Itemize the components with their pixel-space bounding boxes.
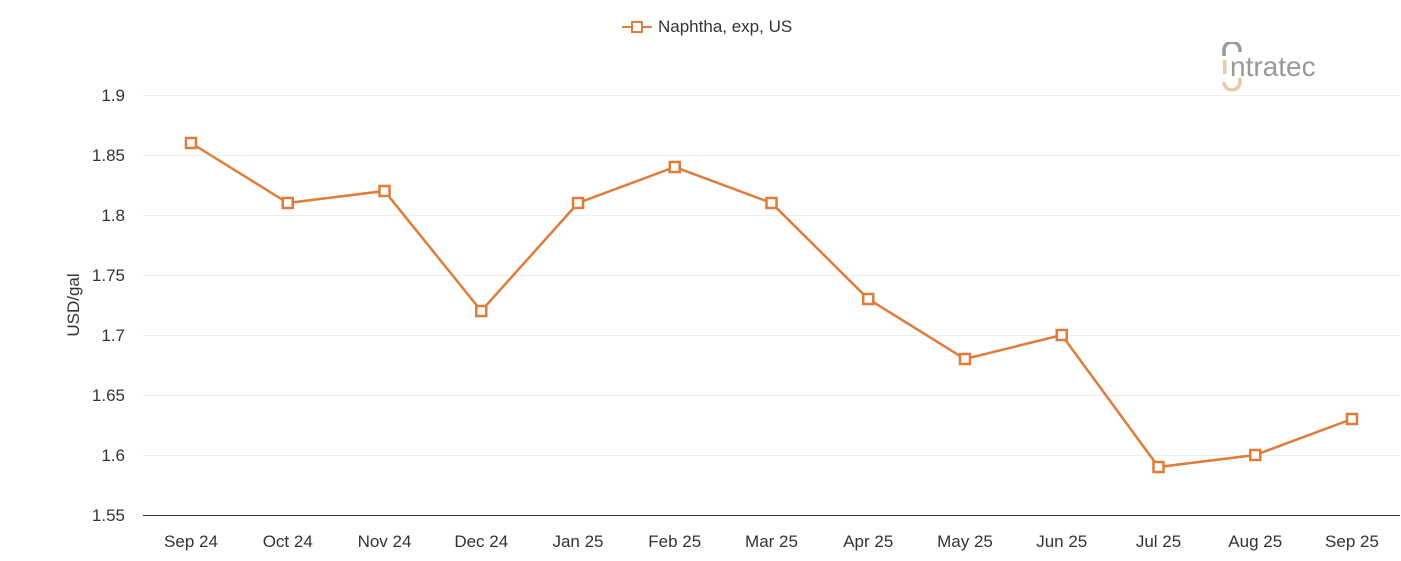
data-point	[1055, 328, 1068, 342]
data-point	[475, 304, 488, 318]
x-tick-label: Jun 25	[1036, 532, 1087, 551]
data-point	[1152, 460, 1165, 474]
x-tick-label: Nov 24	[358, 532, 412, 551]
data-point	[668, 160, 681, 174]
legend-label: Naphtha, exp, US	[658, 17, 793, 36]
x-tick-label: Apr 25	[843, 532, 893, 551]
x-tick-label: Sep 24	[164, 532, 218, 551]
data-point	[281, 196, 294, 210]
intratec-logo-icon: ntratec	[1222, 40, 1316, 92]
data-point	[378, 184, 391, 198]
data-point	[184, 136, 198, 150]
legend-item[interactable]: Naphtha, exp, US	[622, 17, 792, 37]
series-line	[190, 141, 1353, 469]
x-tick-label: Mar 25	[745, 532, 798, 551]
y-tick-label: 1.75	[92, 266, 125, 285]
svg-text:ntratec: ntratec	[1230, 51, 1316, 82]
y-axis-label: USD/gal	[64, 273, 83, 336]
x-tick-label: Aug 25	[1228, 532, 1282, 551]
x-tick-label: Jan 25	[552, 532, 603, 551]
y-tick-label: 1.55	[92, 506, 125, 525]
data-point	[1345, 412, 1359, 426]
data-point	[958, 352, 972, 366]
data-point	[765, 196, 778, 210]
y-tick-label: 1.8	[101, 206, 125, 225]
x-tick-label: Feb 25	[648, 532, 701, 551]
intratec-logo: ntratec	[1220, 40, 1370, 102]
x-tick-label: Sep 25	[1325, 532, 1379, 551]
x-tick-label: Dec 24	[454, 532, 508, 551]
data-point	[571, 196, 585, 210]
data-point	[862, 292, 875, 306]
data-point	[1249, 448, 1262, 462]
x-tick-label: May 25	[937, 532, 993, 551]
y-tick-label: 1.85	[92, 146, 125, 165]
y-tick-label: 1.9	[101, 86, 125, 105]
y-tick-label: 1.65	[92, 386, 125, 405]
y-tick-label: 1.6	[101, 446, 125, 465]
legend-marker-icon	[622, 21, 652, 33]
x-tick-label: Oct 24	[263, 532, 313, 551]
y-tick-label: 1.7	[101, 326, 125, 345]
x-tick-label: Jul 25	[1136, 532, 1181, 551]
